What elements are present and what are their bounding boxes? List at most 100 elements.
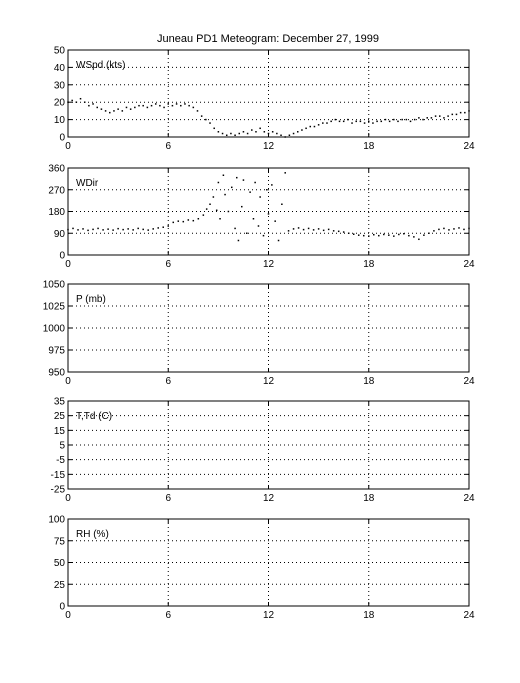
panel-pressure: 0 6 12 18 24 950 975 1000 1025 1050 P (mb) — [43, 280, 475, 388]
data-point — [187, 219, 190, 221]
data-point — [109, 111, 111, 114]
x-tick-label: 6 — [165, 259, 171, 270]
x-tick-label: 6 — [165, 610, 171, 621]
panel-label-pressure: P (mb) — [76, 294, 106, 305]
data-point — [458, 227, 460, 229]
data-point — [296, 131, 299, 133]
data-point — [230, 186, 233, 189]
data-point — [150, 104, 153, 107]
data-point — [79, 97, 82, 100]
data-point — [159, 104, 161, 107]
data-point — [408, 234, 410, 237]
data-point — [334, 118, 337, 121]
data-point — [433, 230, 435, 232]
data-point — [455, 113, 458, 116]
data-point — [401, 118, 403, 121]
data-point — [246, 232, 248, 234]
data-point — [77, 229, 79, 231]
data-point — [362, 234, 365, 237]
data-point — [192, 106, 195, 109]
y-tick-label: 10 — [54, 115, 66, 126]
data-point — [251, 129, 253, 131]
data-point — [373, 233, 375, 236]
data-point — [330, 120, 332, 123]
data-point — [317, 228, 320, 230]
x-tick-label: 6 — [165, 376, 171, 387]
data-point — [422, 118, 424, 121]
data-point — [257, 225, 260, 227]
data-point — [104, 110, 107, 112]
data-point — [338, 120, 341, 123]
data-point — [217, 181, 220, 184]
y-tick-label: 75 — [54, 536, 66, 547]
data-point — [117, 108, 119, 110]
y-tick-label: 1000 — [43, 324, 66, 335]
data-point — [137, 227, 139, 230]
x-tick-label: 18 — [363, 141, 375, 152]
data-point — [192, 219, 195, 222]
data-point — [230, 132, 232, 135]
x-tick-label: 18 — [363, 376, 375, 387]
panel-rh: 0 6 12 18 24 0 25 50 75 100 RH (%) — [48, 515, 475, 622]
data-point — [463, 228, 465, 231]
data-point — [163, 106, 165, 109]
data-point — [297, 227, 300, 229]
data-point — [327, 228, 330, 231]
data-point — [309, 125, 312, 128]
x-tick-label: 12 — [263, 376, 275, 387]
x-tick-label: 24 — [463, 493, 475, 504]
data-point — [100, 108, 103, 110]
data-point — [405, 118, 408, 121]
y-tick-label: 1050 — [43, 280, 66, 291]
data-point — [134, 106, 136, 109]
data-point — [443, 117, 445, 119]
data-point — [342, 231, 345, 233]
panel-wdir: 0 6 12 18 24 0 90 180 270 360 WDir — [48, 164, 475, 271]
panel-label-rh: RH (%) — [76, 529, 109, 540]
data-point — [413, 236, 415, 238]
y-tick-label: 30 — [54, 80, 66, 91]
data-point — [154, 103, 157, 105]
data-point — [284, 172, 286, 174]
data-point — [200, 115, 203, 117]
data-point — [112, 229, 114, 231]
panel-temp-dewpoint: 0 6 12 18 24 -25 -15 -5 5 15 25 35 T,Td (C) — [51, 397, 475, 505]
data-point — [237, 239, 240, 242]
data-point — [252, 218, 255, 220]
data-point — [397, 120, 399, 123]
data-point — [453, 228, 455, 230]
data-point — [125, 106, 128, 109]
data-point — [182, 220, 185, 223]
data-point — [383, 233, 385, 236]
data-point — [171, 104, 174, 107]
x-tick-label: 12 — [263, 259, 275, 270]
data-point — [342, 120, 345, 123]
data-point — [363, 122, 366, 124]
data-point — [426, 117, 428, 119]
data-point — [167, 103, 169, 105]
data-point — [277, 239, 280, 242]
x-tick-label: 24 — [463, 610, 475, 621]
data-point — [213, 127, 215, 130]
data-point — [196, 110, 199, 112]
x-tick-label: 18 — [363, 493, 375, 504]
y-tick-label: 1025 — [43, 302, 66, 313]
data-point — [92, 103, 94, 105]
data-point — [197, 218, 200, 220]
data-point — [352, 233, 355, 235]
panel-label-temp-dewpoint: T,Td (C) — [76, 411, 112, 422]
data-point — [219, 218, 221, 220]
data-point — [347, 232, 350, 234]
x-tick-label: 24 — [463, 259, 475, 270]
data-point — [271, 131, 274, 133]
data-point — [177, 220, 180, 222]
data-point — [255, 131, 257, 133]
y-tick-label: 100 — [48, 515, 65, 526]
data-point — [281, 203, 283, 205]
data-point — [138, 104, 140, 107]
data-point — [292, 228, 295, 230]
data-point — [209, 203, 211, 205]
x-tick-label: 0 — [65, 141, 71, 152]
data-point — [71, 99, 73, 102]
